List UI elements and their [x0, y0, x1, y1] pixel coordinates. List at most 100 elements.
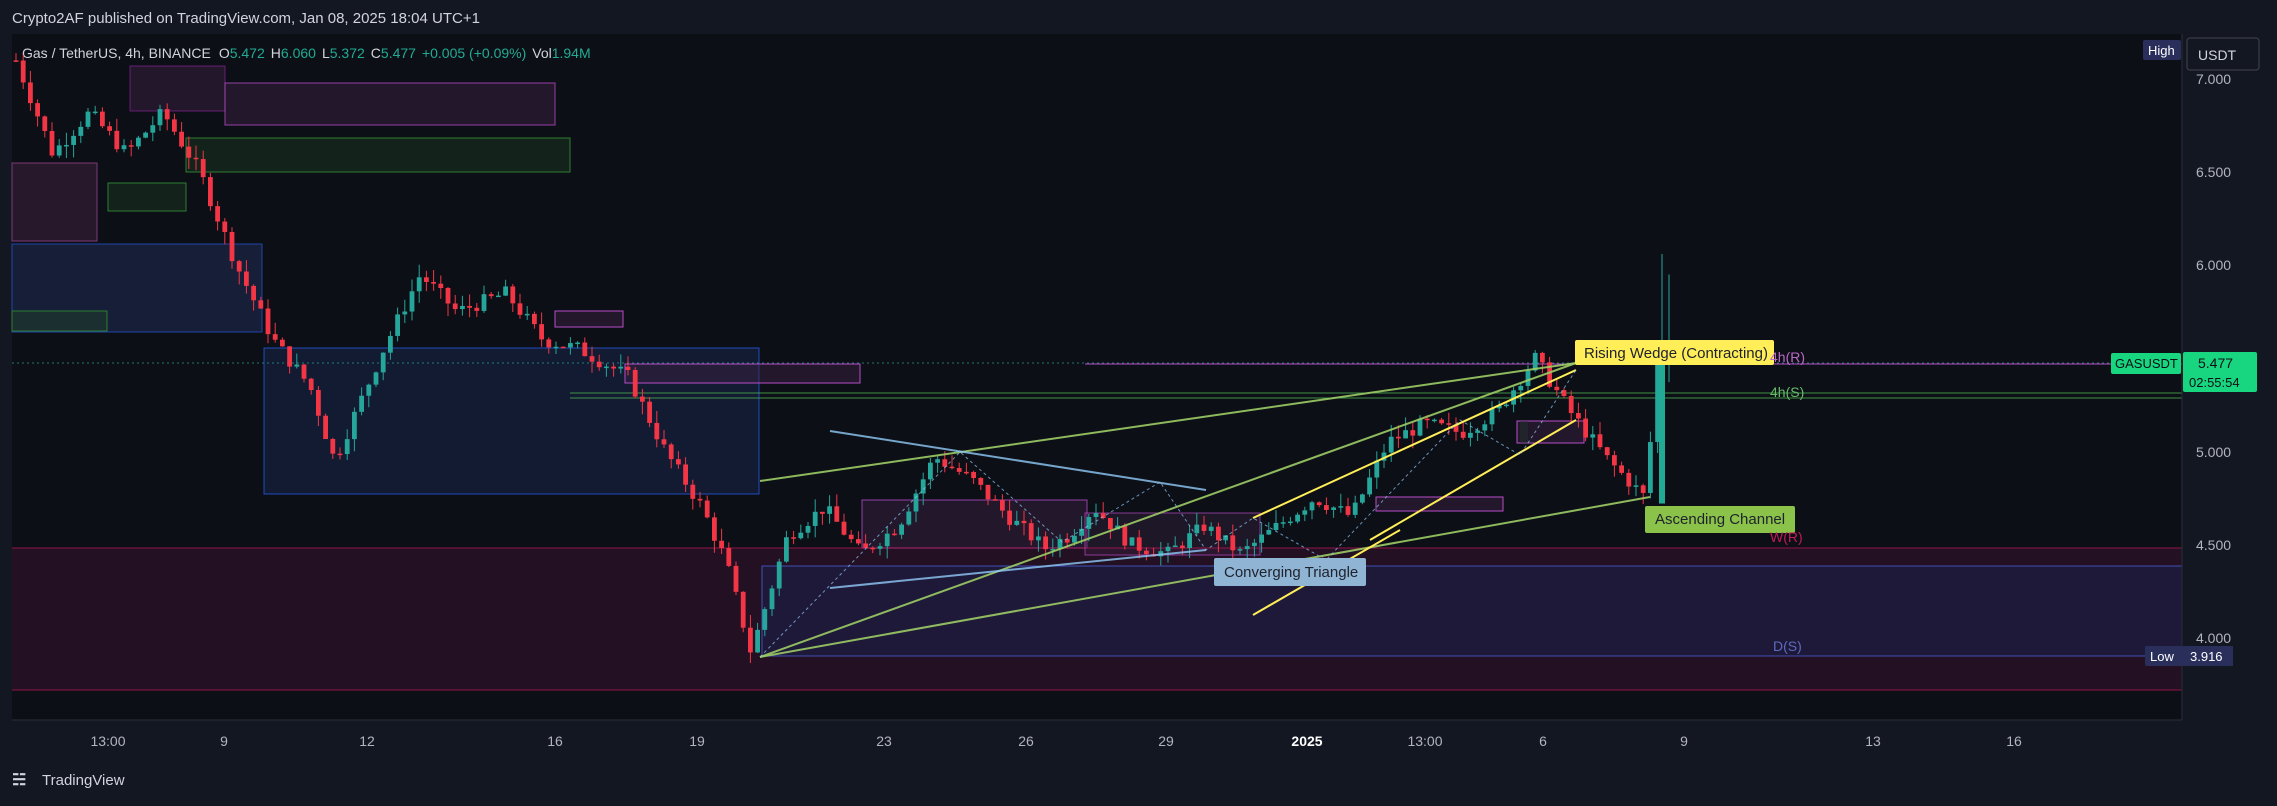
candle-body[interactable]	[488, 294, 494, 297]
candle-body[interactable]	[301, 364, 307, 379]
candle-body[interactable]	[1086, 517, 1092, 529]
candle-body[interactable]	[1619, 465, 1624, 473]
candle-body[interactable]	[1331, 507, 1336, 510]
candle-body[interactable]	[1007, 510, 1012, 525]
candle-body[interactable]	[150, 125, 156, 133]
candle-body[interactable]	[481, 294, 487, 311]
candle-body[interactable]	[85, 111, 91, 127]
candle-body[interactable]	[640, 396, 645, 402]
candle-body[interactable]	[330, 439, 336, 454]
candle-body[interactable]	[690, 484, 696, 499]
candle-body[interactable]	[1244, 546, 1250, 550]
candle-body[interactable]	[1273, 522, 1279, 530]
candle-body[interactable]	[647, 401, 652, 423]
candle-body[interactable]	[863, 543, 868, 548]
candle-body[interactable]	[388, 335, 393, 353]
candle-body[interactable]	[1187, 533, 1192, 549]
candle-body[interactable]	[143, 132, 148, 138]
candle-body[interactable]	[762, 609, 768, 630]
candle-body[interactable]	[1374, 460, 1380, 478]
candle-body[interactable]	[452, 303, 458, 310]
candle-body[interactable]	[971, 472, 976, 479]
candle-body[interactable]	[294, 364, 300, 367]
candle-body[interactable]	[719, 540, 724, 549]
candle-body[interactable]	[1079, 528, 1084, 536]
candle-body[interactable]	[1583, 418, 1588, 438]
candle-body[interactable]	[186, 146, 192, 158]
candle-body[interactable]	[416, 277, 422, 292]
candle-body[interactable]	[359, 395, 364, 412]
candle-body[interactable]	[1309, 502, 1315, 511]
candle-body[interactable]	[121, 145, 127, 150]
candle-body[interactable]	[1648, 442, 1653, 493]
candle-body[interactable]	[1021, 520, 1027, 524]
candle-body[interactable]	[582, 342, 588, 357]
candle-body[interactable]	[856, 539, 861, 544]
candle-body[interactable]	[474, 307, 480, 311]
candle-body[interactable]	[64, 144, 69, 147]
candle-body[interactable]	[870, 547, 876, 550]
candle-body[interactable]	[1554, 386, 1560, 391]
candle-body[interactable]	[978, 478, 984, 485]
candle-body[interactable]	[985, 484, 991, 500]
candle-body[interactable]	[164, 109, 170, 120]
candle-body[interactable]	[632, 369, 638, 397]
candle-body[interactable]	[726, 548, 732, 566]
candle-body[interactable]	[265, 308, 271, 335]
candle-body[interactable]	[942, 459, 948, 467]
candle-body[interactable]	[568, 343, 573, 348]
candle-body[interactable]	[848, 534, 854, 540]
candle-body[interactable]	[431, 281, 436, 284]
candle-body[interactable]	[438, 283, 444, 289]
candle-body[interactable]	[884, 533, 890, 547]
candle-body[interactable]	[78, 126, 84, 136]
candle-body[interactable]	[1057, 538, 1063, 550]
currency-button[interactable]: USDT	[2186, 37, 2260, 71]
candle-body[interactable]	[532, 313, 537, 325]
candle-body[interactable]	[683, 464, 688, 485]
candle-body[interactable]	[1324, 505, 1329, 510]
candle-body[interactable]	[748, 627, 753, 653]
candle-body[interactable]	[1194, 524, 1200, 534]
candle-body[interactable]	[114, 130, 120, 150]
candle-body[interactable]	[1108, 518, 1113, 530]
candle-body[interactable]	[769, 588, 775, 610]
candle-body[interactable]	[704, 500, 710, 518]
candle-body[interactable]	[1093, 513, 1099, 518]
candle-body[interactable]	[827, 506, 832, 514]
candle-body[interactable]	[1432, 419, 1437, 422]
candle-body[interactable]	[697, 498, 703, 501]
candle-body[interactable]	[949, 466, 955, 469]
candle-body[interactable]	[920, 479, 926, 494]
candle-body[interactable]	[1396, 436, 1401, 439]
candle-body[interactable]	[1518, 385, 1524, 391]
candle-body[interactable]	[1633, 485, 1639, 487]
candle-body[interactable]	[1338, 506, 1344, 508]
candle-body[interactable]	[654, 422, 660, 440]
candle-body[interactable]	[755, 629, 760, 653]
candle-body[interactable]	[1352, 502, 1358, 515]
candle-body[interactable]	[553, 346, 559, 349]
candle-body[interactable]	[992, 499, 998, 501]
candle-body[interactable]	[1439, 419, 1444, 424]
candle-body[interactable]	[1000, 499, 1005, 511]
candle-body[interactable]	[1482, 424, 1488, 431]
candle-body[interactable]	[1050, 549, 1056, 551]
candle-body[interactable]	[409, 291, 415, 312]
candle-body[interactable]	[42, 116, 48, 131]
candle-body[interactable]	[107, 126, 112, 131]
candle-body[interactable]	[1288, 521, 1293, 524]
candle-body[interactable]	[733, 565, 739, 592]
candle-body[interactable]	[539, 324, 544, 340]
candle-body[interactable]	[589, 356, 595, 362]
candle-body[interactable]	[661, 439, 667, 445]
candle-body[interactable]	[92, 111, 98, 114]
candle-body[interactable]	[503, 286, 508, 296]
candle-body[interactable]	[460, 305, 465, 310]
candle-body[interactable]	[308, 378, 314, 390]
candle-body[interactable]	[604, 366, 609, 369]
candle-body[interactable]	[877, 546, 883, 549]
candle-body[interactable]	[1280, 522, 1286, 524]
candle-body[interactable]	[28, 82, 33, 104]
